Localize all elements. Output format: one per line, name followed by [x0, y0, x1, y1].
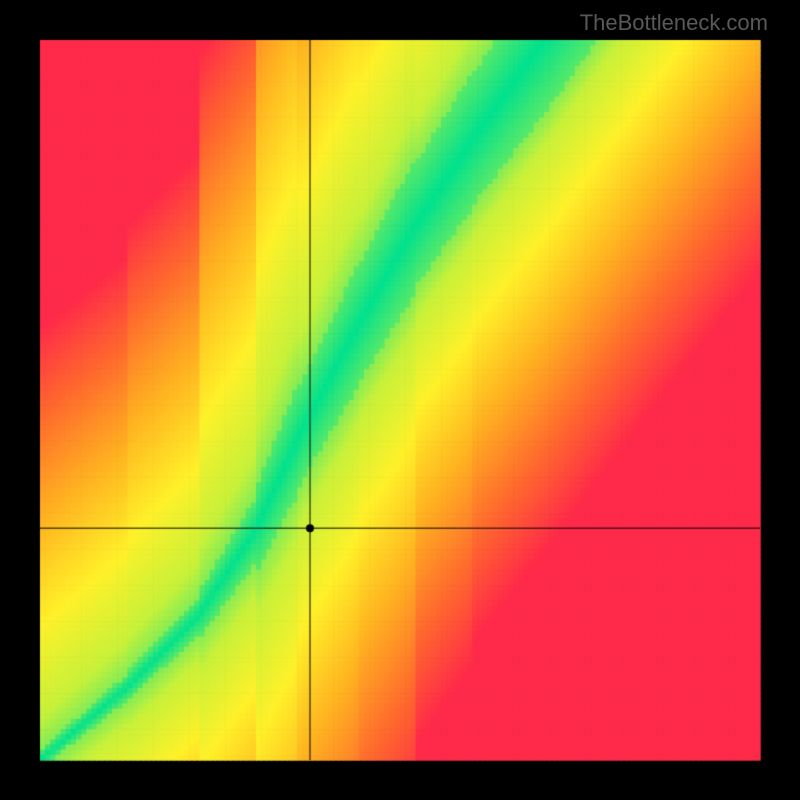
bottleneck-heatmap [0, 0, 800, 800]
watermark-text: TheBottleneck.com [580, 10, 768, 36]
